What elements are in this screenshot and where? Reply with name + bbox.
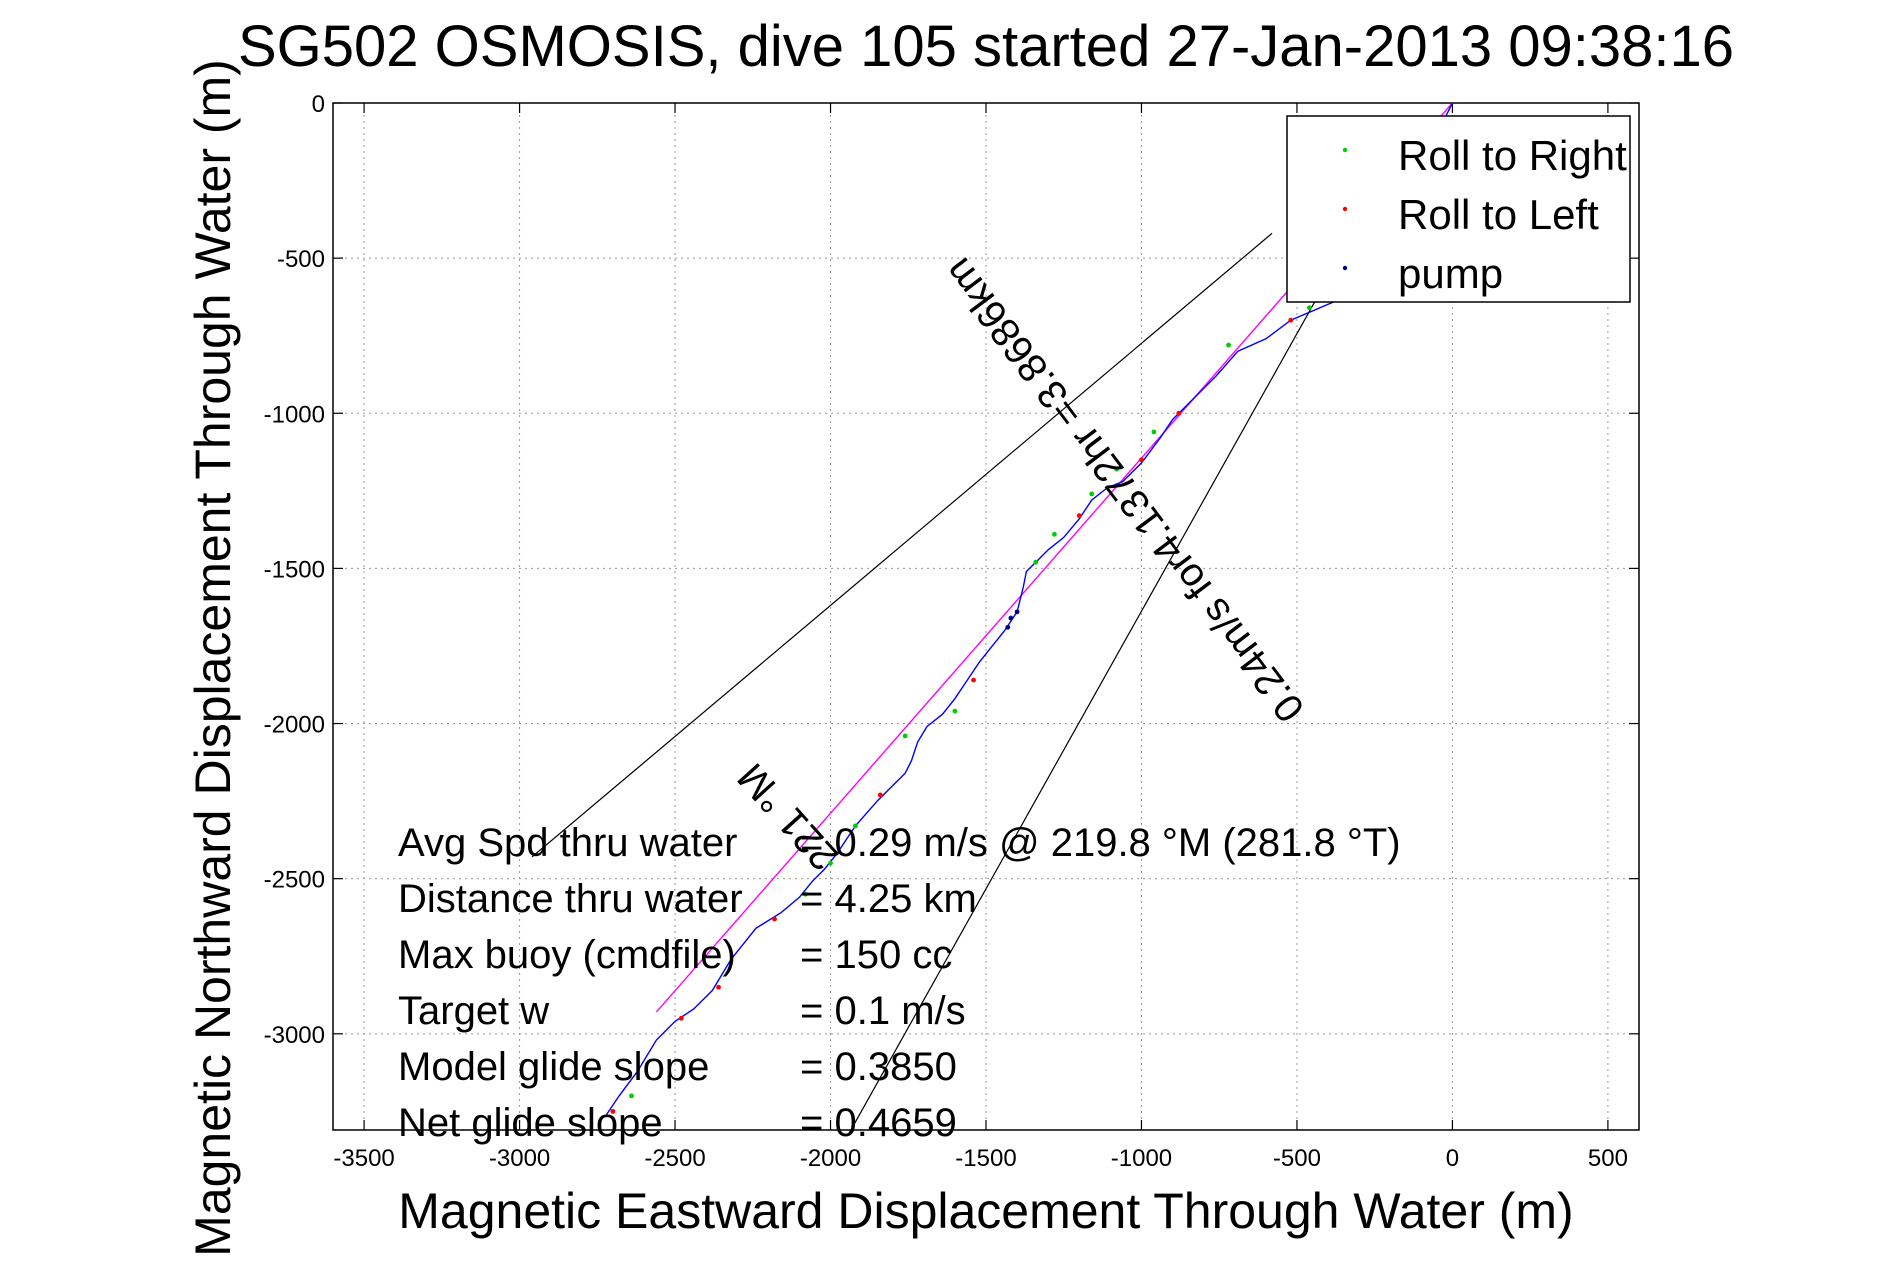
stat-label: Model glide slope — [398, 1045, 709, 1089]
legend-marker-roll-right — [1342, 147, 1348, 153]
roll-left-point — [877, 792, 883, 798]
y-tick-label: -3000 — [264, 1022, 325, 1049]
roll-right-point — [1114, 466, 1119, 472]
stat-label: Max buoy (cmdfile) — [398, 933, 736, 977]
heading-cone-line — [531, 232, 1273, 858]
x-tick-label: -500 — [1273, 1145, 1321, 1172]
stat-value: = 0.4659 — [800, 1101, 957, 1145]
roll-right-point — [1151, 429, 1157, 435]
x-tick-label: -1500 — [955, 1145, 1016, 1172]
heading-cone-line — [848, 288, 1323, 1134]
dive-stats: Avg Spd thru water = 0.29 m/s @ 219.8 °M… — [398, 821, 1401, 1145]
legend-label-roll-left: Roll to Left — [1398, 191, 1599, 238]
y-tick-label: -2000 — [264, 712, 325, 739]
stat-value: = 0.3850 — [800, 1045, 957, 1089]
legend-label-roll-right: Roll to Right — [1398, 132, 1627, 179]
legend-label-pump: pump — [1398, 250, 1503, 297]
legend-marker-pump — [1342, 265, 1348, 271]
x-tick-label: -1000 — [1111, 1145, 1172, 1172]
roll-right-point — [629, 1093, 634, 1099]
roll-left-point — [1176, 410, 1182, 416]
roll-left-point — [1076, 513, 1082, 519]
stat-label: Target w — [398, 989, 549, 1033]
y-tick-label: 0 — [312, 91, 325, 118]
y-axis-label: Magnetic Northward Displacement Through … — [185, 59, 241, 1257]
y-tick-label: -2500 — [264, 867, 325, 894]
roll-left-point — [610, 1108, 616, 1114]
y-tick-label: -1000 — [264, 401, 325, 428]
roll-right-point — [952, 708, 958, 714]
stat-value: = 0.29 m/s @ 219.8 °M (281.8 °T) — [800, 821, 1401, 865]
legend-marker-roll-left — [1342, 206, 1348, 212]
roll-right-point — [803, 891, 809, 897]
x-tick-label: 0 — [1446, 1145, 1459, 1172]
roll-left-point — [1288, 317, 1294, 323]
pump-point — [1005, 624, 1011, 630]
x-tick-label: -3500 — [333, 1145, 394, 1172]
roll-left-point — [716, 984, 721, 990]
roll-right-point — [1033, 559, 1039, 565]
roll-right-point — [902, 733, 908, 739]
axis-ticks: -3500 -3000 -2500 -2000 -1500 -1000 -500 0 500 0 -… — [264, 91, 1639, 1172]
stat-label: Avg Spd thru water — [398, 821, 737, 865]
stat-value: = 150 cc — [800, 933, 952, 977]
y-tick-label: -500 — [277, 246, 325, 273]
stat-value: = 0.1 m/s — [800, 989, 966, 1033]
roll-left-point — [678, 1015, 684, 1021]
roll-left-point — [1139, 457, 1144, 463]
x-tick-label: -2500 — [644, 1145, 705, 1172]
y-tick-label: -1500 — [264, 556, 325, 583]
chart-title: SG502 OSMOSIS, dive 105 started 27-Jan-2… — [238, 14, 1734, 79]
roll-right-point — [828, 860, 833, 866]
dive-track-line — [606, 102, 1454, 1115]
stat-value: = 4.25 km — [800, 877, 977, 921]
roll-right-point — [1089, 491, 1095, 497]
roll-right-point — [1052, 531, 1057, 537]
stat-label: Net glide slope — [398, 1101, 663, 1145]
legend: Roll to Right Roll to Left pump — [1286, 115, 1631, 303]
roll-right-point — [1226, 342, 1231, 348]
roll-right-point — [1306, 305, 1312, 311]
x-tick-label: 500 — [1588, 1145, 1628, 1172]
x-tick-label: -2000 — [800, 1145, 861, 1172]
stat-label: Distance thru water — [398, 877, 743, 921]
pump-point — [1008, 615, 1014, 621]
x-axis-label: Magnetic Eastward Displacement Through W… — [398, 1183, 1573, 1239]
roll-left-point — [772, 916, 777, 922]
roll-left-point — [971, 677, 976, 683]
roll-right-point — [853, 823, 858, 829]
x-tick-label: -3000 — [489, 1145, 550, 1172]
pump-point — [1014, 609, 1020, 615]
